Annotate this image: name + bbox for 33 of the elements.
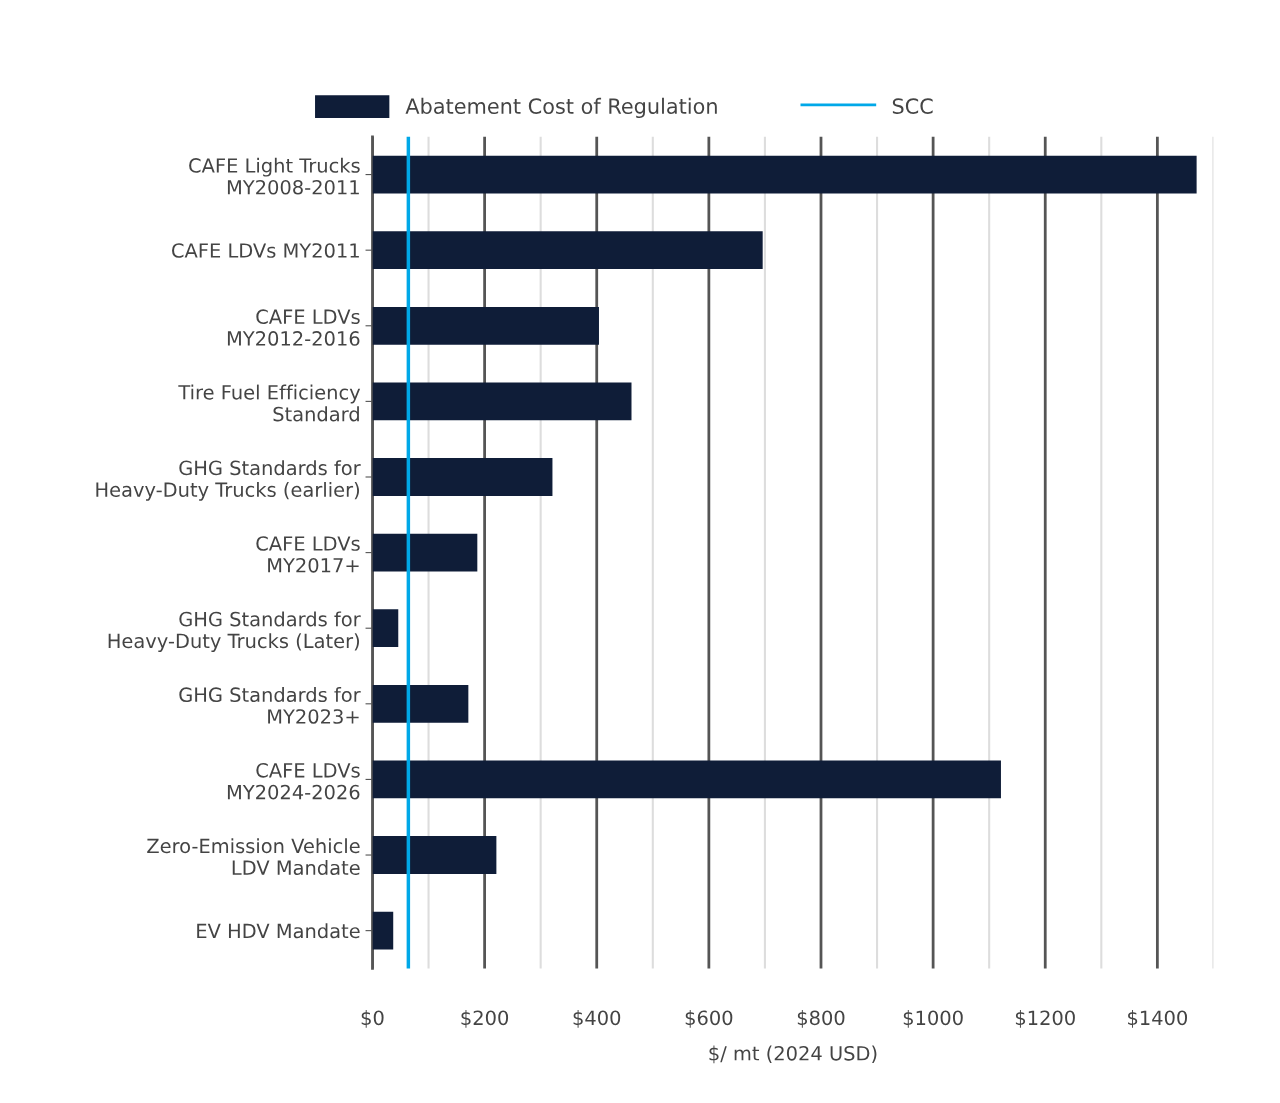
- x-tick-label: $1200: [1015, 1010, 1075, 1028]
- x-tick-label: $800: [797, 1010, 845, 1028]
- x-tick-label: $200: [461, 1010, 509, 1028]
- x-tick-label: $1400: [1128, 1010, 1188, 1028]
- y-tick-label: CAFE LDVs MY2024-2026: [227, 762, 360, 800]
- bar: [372, 533, 478, 572]
- y-tick-label: Tire Fuel Efficiency Standard: [178, 384, 361, 422]
- bar: [372, 609, 399, 648]
- legend-label: SCC: [892, 98, 933, 114]
- x-tick-label: $1000: [903, 1010, 963, 1028]
- y-tick-label: GHG Standards for MY2023+: [179, 687, 361, 724]
- y-tick-label: CAFE Light Trucks MY2008-2011: [189, 157, 360, 195]
- y-tick-label: CAFE LDVs MY2017+: [256, 536, 360, 573]
- x-tick-label: $0: [361, 1010, 384, 1028]
- y-tick-label: GHG Standards for Heavy-Duty Trucks (Later): [108, 611, 361, 652]
- y-tick-label: CAFE LDVs MY2011: [172, 243, 359, 258]
- bar: [372, 155, 1197, 194]
- x-axis-title: $/ mt (2024 USD): [709, 1045, 877, 1064]
- y-tick-label: EV HDV Mandate: [197, 923, 360, 939]
- y-tick-label: CAFE LDVs MY2012-2016: [227, 309, 360, 346]
- x-tick-label: $600: [685, 1010, 733, 1028]
- legend-label: Abatement Cost of Regulation: [405, 97, 717, 119]
- bar: [372, 306, 599, 345]
- x-tick-label: $400: [573, 1010, 621, 1028]
- bar: [372, 760, 1001, 799]
- y-tick-label: GHG Standards for Heavy-Duty Trucks (earlier): [96, 460, 361, 501]
- bar: [372, 458, 553, 496]
- bar: [372, 836, 497, 874]
- y-tick-label: Zero-Emission Vehicle LDV Mandate: [147, 838, 360, 876]
- bar: [372, 684, 469, 723]
- bar: [372, 382, 632, 421]
- bar: [372, 231, 763, 270]
- bar: [372, 911, 394, 950]
